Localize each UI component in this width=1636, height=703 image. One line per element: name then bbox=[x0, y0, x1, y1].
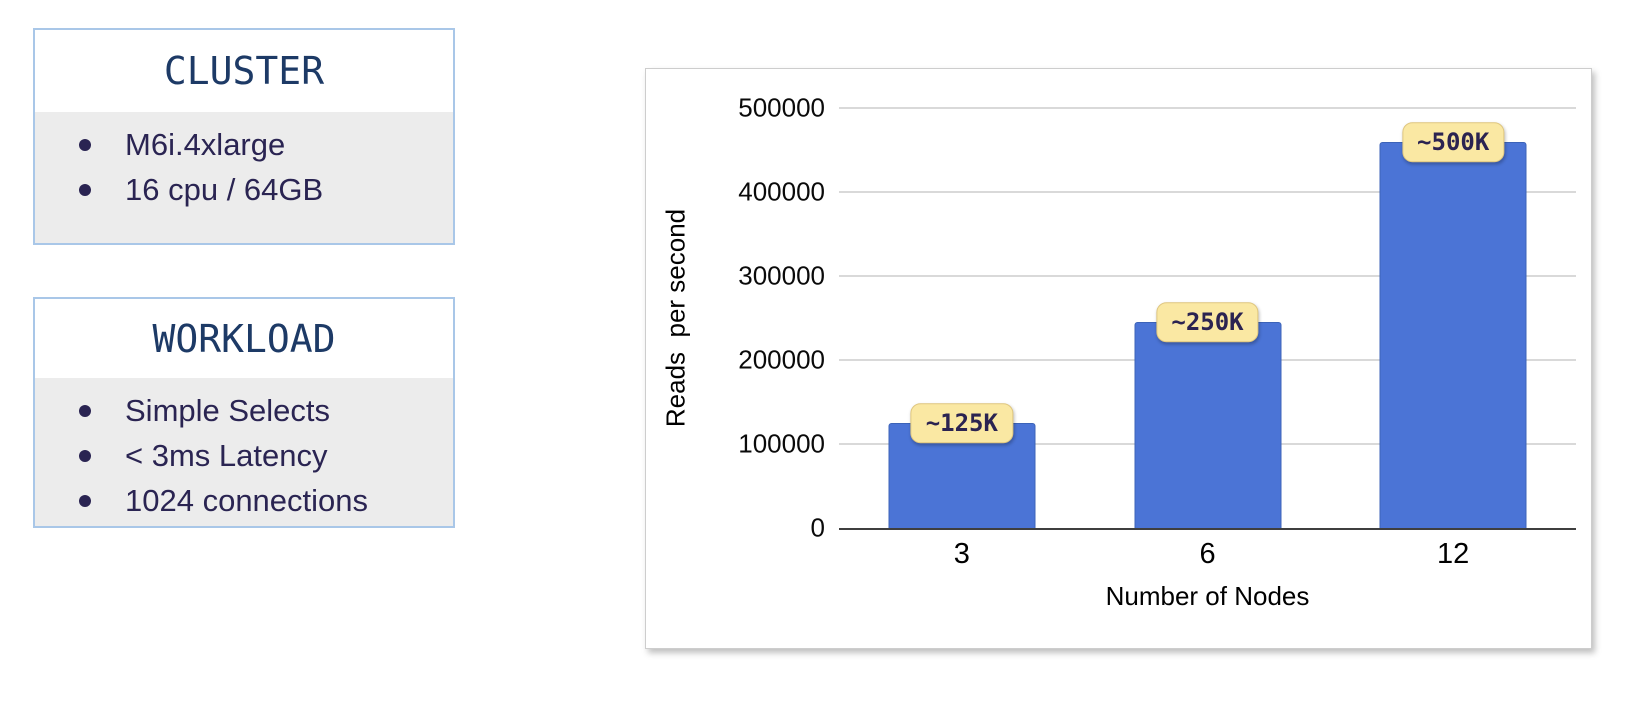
cluster-panel-body: M6i.4xlarge 16 cpu / 64GB bbox=[35, 112, 453, 243]
bar-value-badge: ~500K bbox=[1402, 121, 1505, 162]
workload-list: Simple Selects < 3ms Latency 1024 connec… bbox=[35, 378, 453, 533]
gridline bbox=[839, 275, 1576, 277]
y-axis-title: Reads per second bbox=[660, 208, 691, 428]
list-item-label: 1024 connections bbox=[125, 483, 369, 518]
bar-slots: ~125K ~250K ~500K bbox=[839, 108, 1576, 528]
bar: ~250K bbox=[1134, 302, 1281, 528]
gridline bbox=[839, 191, 1576, 193]
x-tick-label: 12 bbox=[1437, 538, 1470, 570]
y-tick-label: 200000 bbox=[738, 344, 825, 375]
plot-area: ~125K ~250K ~500K 0 100000 200000 300000 40000… bbox=[738, 93, 1576, 543]
list-item-label: Simple Selects bbox=[125, 393, 331, 428]
bar-value-badge: ~125K bbox=[910, 403, 1013, 444]
list-item: < 3ms Latency bbox=[79, 433, 453, 478]
y-tick-label: 0 bbox=[810, 512, 825, 543]
workload-panel-title: WORKLOAD bbox=[35, 299, 453, 378]
y-tick-label: 100000 bbox=[738, 428, 825, 459]
workload-panel: WORKLOAD Simple Selects < 3ms Latency 10… bbox=[33, 297, 455, 528]
bar-slot: ~125K bbox=[839, 108, 1085, 528]
workload-panel-body: Simple Selects < 3ms Latency 1024 connec… bbox=[35, 378, 453, 526]
gridline bbox=[839, 107, 1576, 109]
x-tick-label: 3 bbox=[953, 538, 970, 570]
bar-slot: ~250K bbox=[1085, 108, 1331, 528]
list-item-label: 16 cpu / 64GB bbox=[125, 172, 324, 207]
cluster-panel: CLUSTER M6i.4xlarge 16 cpu / 64GB bbox=[33, 28, 455, 245]
bar: ~500K bbox=[1379, 121, 1527, 528]
bar: ~125K bbox=[888, 403, 1036, 528]
cluster-list: M6i.4xlarge 16 cpu / 64GB bbox=[35, 112, 453, 222]
bullet-icon bbox=[79, 184, 91, 196]
y-tick-label: 300000 bbox=[738, 260, 825, 291]
bar-value-badge: ~250K bbox=[1156, 302, 1259, 343]
bar-slot: ~500K bbox=[1330, 108, 1576, 528]
bullet-icon bbox=[79, 139, 91, 151]
bar-chart-card: Reads per second ~125K ~250K ~500K 0 100000… bbox=[645, 68, 1592, 649]
bullet-icon bbox=[79, 450, 91, 462]
bullet-icon bbox=[79, 405, 91, 417]
y-tick-label: 400000 bbox=[738, 176, 825, 207]
list-item: 16 cpu / 64GB bbox=[79, 167, 453, 212]
list-item: Simple Selects bbox=[79, 388, 453, 433]
list-item-label: < 3ms Latency bbox=[125, 438, 328, 473]
list-item: 1024 connections bbox=[79, 478, 453, 523]
list-item-label: M6i.4xlarge bbox=[125, 127, 286, 162]
x-tick-label: 6 bbox=[1199, 538, 1216, 570]
x-axis-title: Number of Nodes bbox=[1105, 581, 1310, 611]
bullet-icon bbox=[79, 495, 91, 507]
y-tick-label: 500000 bbox=[738, 92, 825, 123]
list-item: M6i.4xlarge bbox=[79, 122, 453, 167]
x-tick-row: 3 6 12 bbox=[839, 538, 1576, 571]
cluster-panel-title: CLUSTER bbox=[35, 30, 453, 112]
